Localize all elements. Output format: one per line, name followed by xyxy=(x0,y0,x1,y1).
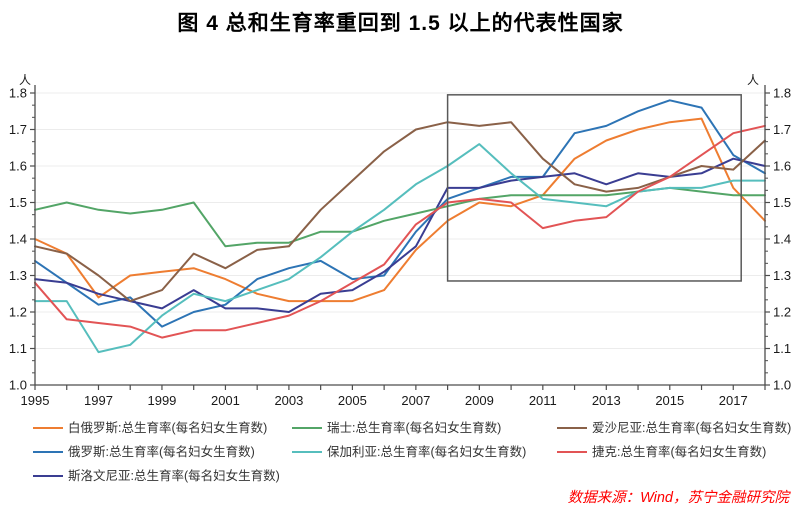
y-tick-label-right: 1.2 xyxy=(773,305,791,320)
y-tick-label-left: 1.2 xyxy=(9,305,27,320)
legend-label-czech: 捷克:总生育率(每名妇女生育数) xyxy=(592,445,767,459)
y-tick-label-left: 1.0 xyxy=(9,378,27,393)
chart-title: 图 4 总和生育率重回到 1.5 以上的代表性国家 xyxy=(177,12,624,35)
legend-label-bulgaria: 保加利亚:总生育率(每名妇女生育数) xyxy=(327,445,527,459)
series-line-estonia xyxy=(34,121,766,303)
legend-item-russia: 俄罗斯:总生育率(每名妇女生育数) xyxy=(33,443,255,461)
data-source-note: 数据来源：Wind，苏宁金融研究院 xyxy=(567,490,789,506)
y-tick-label-right: 1.0 xyxy=(773,378,791,393)
y-tick-label-right: 1.4 xyxy=(773,232,791,247)
legend-swatch-estonia xyxy=(557,427,587,429)
legend-item-bulgaria: 保加利亚:总生育率(每名妇女生育数) xyxy=(292,443,526,461)
legend-item-czech: 捷克:总生育率(每名妇女生育数) xyxy=(557,443,766,461)
x-tick-label: 2001 xyxy=(211,393,240,408)
legend-item-belarus: 白俄罗斯:总生育率(每名妇女生育数) xyxy=(33,419,267,437)
series-line-belarus xyxy=(34,117,766,303)
legend-swatch-switzerland xyxy=(292,427,322,429)
series-line-bulgaria xyxy=(34,143,766,354)
y-tick-label-right: 1.7 xyxy=(773,122,791,137)
highlight-box xyxy=(446,94,742,282)
y-tick-label-right: 1.8 xyxy=(773,86,791,101)
y-tick-label-right: 1.6 xyxy=(773,159,791,174)
y-tick-label-left: 1.3 xyxy=(9,268,27,283)
legend-swatch-czech xyxy=(557,451,587,453)
y-unit-label-right: 人 xyxy=(747,73,759,87)
y-tick-label-left: 1.5 xyxy=(9,195,27,210)
x-tick-label: 2007 xyxy=(401,393,430,408)
x-tick-label: 2005 xyxy=(338,393,367,408)
y-tick-label-right: 1.3 xyxy=(773,268,791,283)
legend-label-russia: 俄罗斯:总生育率(每名妇女生育数) xyxy=(68,445,255,459)
series-line-russia xyxy=(34,99,766,328)
x-tick-label: 1997 xyxy=(84,393,113,408)
legend-item-estonia: 爱沙尼亚:总生育率(每名妇女生育数) xyxy=(557,419,791,437)
y-tick-label-left: 1.4 xyxy=(9,232,27,247)
legend-swatch-russia xyxy=(33,451,63,453)
x-tick-label: 1995 xyxy=(21,393,50,408)
y-tick-label-left: 1.6 xyxy=(9,159,27,174)
x-tick-label: 2009 xyxy=(465,393,494,408)
y-tick-label-left: 1.7 xyxy=(9,122,27,137)
legend-swatch-bulgaria xyxy=(292,451,322,453)
line-chart: 1.0 1.0 1.1 1.1 1.2 1.2 1.3 1.3 1.4 1.4 1.5 1.5 1.6 1… xyxy=(9,73,791,408)
legend-swatch-belarus xyxy=(33,427,63,429)
y-tick-label-right: 1.5 xyxy=(773,195,791,210)
x-tick-label: 2013 xyxy=(592,393,621,408)
x-tick-label: 2011 xyxy=(529,393,557,408)
y-tick-label-left: 1.1 xyxy=(9,341,27,356)
legend-label-belarus: 白俄罗斯:总生育率(每名妇女生育数) xyxy=(68,421,268,435)
x-tick-label: 2017 xyxy=(719,393,748,408)
legend-label-estonia: 爱沙尼亚:总生育率(每名妇女生育数) xyxy=(592,421,792,435)
x-tick-label: 1999 xyxy=(147,393,176,408)
chart-legend: 白俄罗斯:总生育率(每名妇女生育数) 俄罗斯:总生育率(每名妇女生育数) 斯洛文尼亚… xyxy=(0,419,801,491)
legend-item-switzerland: 瑞士:总生育率(每名妇女生育数) xyxy=(292,419,501,437)
x-tick-label: 2003 xyxy=(274,393,303,408)
x-tick-label: 2015 xyxy=(655,393,684,408)
legend-label-slovenia: 斯洛文尼亚:总生育率(每名妇女生育数) xyxy=(68,469,280,483)
legend-item-slovenia: 斯洛文尼亚:总生育率(每名妇女生育数) xyxy=(33,467,280,485)
legend-label-switzerland: 瑞士:总生育率(每名妇女生育数) xyxy=(327,421,502,435)
chart-area: 1.0 1.0 1.1 1.1 1.2 1.2 1.3 1.3 1.4 1.4 1.5 1.5 1.6 1… xyxy=(0,56,801,412)
legend-swatch-slovenia xyxy=(33,475,63,477)
y-unit-label-left: 人 xyxy=(19,73,31,87)
y-tick-label-left: 1.8 xyxy=(9,86,27,101)
series-line-slovenia xyxy=(34,157,766,313)
series-line-czech xyxy=(34,124,766,339)
y-tick-label-right: 1.1 xyxy=(773,341,791,356)
